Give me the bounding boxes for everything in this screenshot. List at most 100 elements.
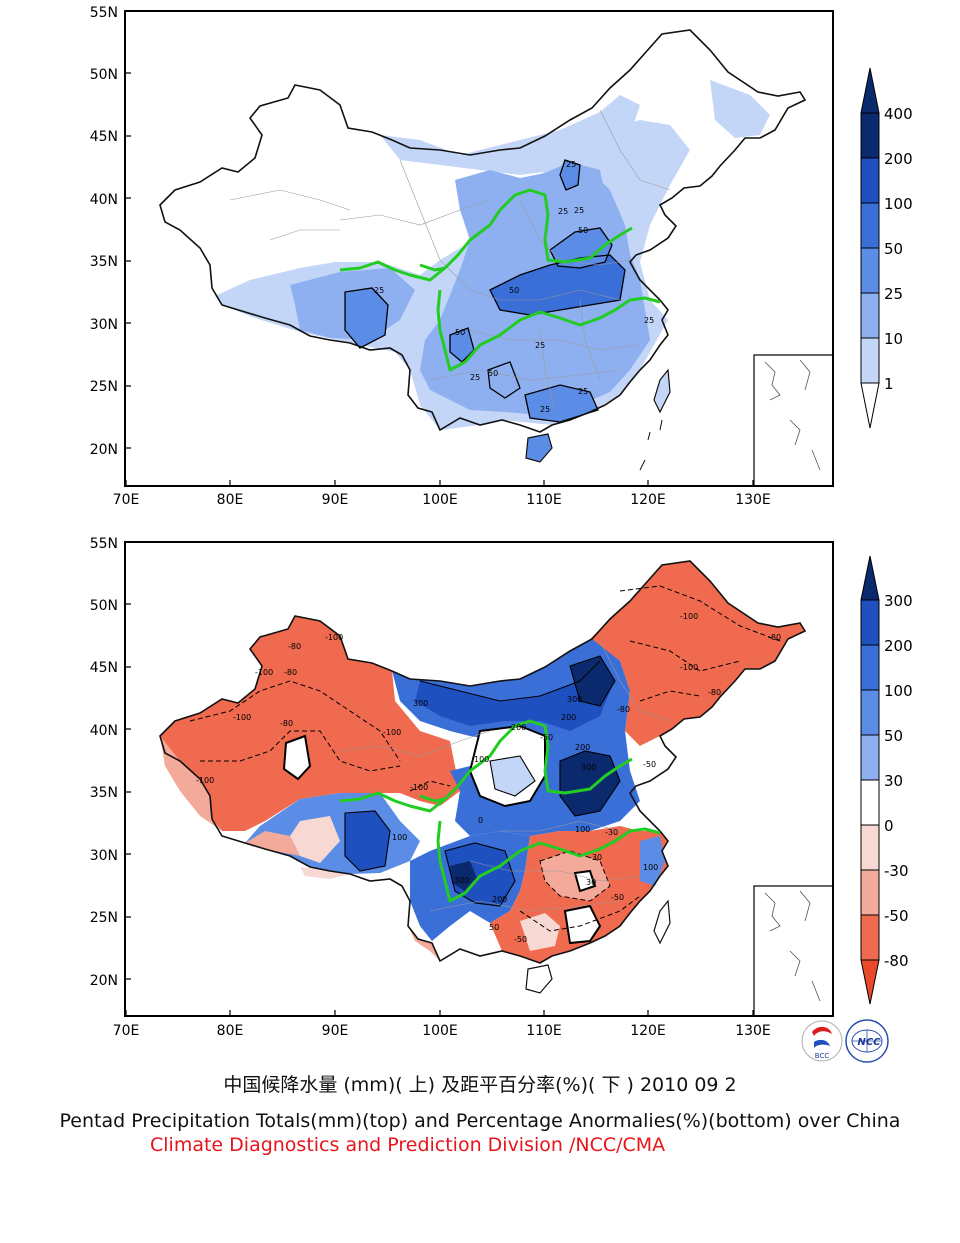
lat-label: 55N <box>90 536 118 552</box>
bottom-contour-label: -50 <box>643 760 656 769</box>
top-coast-islands <box>639 419 663 471</box>
lon-label: 70E <box>113 492 140 508</box>
bottom-contour-label: 200 <box>511 723 526 732</box>
bottom-rivers <box>339 719 661 903</box>
bottom-south-china-sea-inset <box>753 885 833 1016</box>
colorbar-label: 50 <box>884 240 903 258</box>
colorbar-label: 50 <box>884 727 903 745</box>
top-province-borders <box>229 109 671 411</box>
bottom-contour-label: 100 <box>392 833 407 842</box>
ncc-logo: NCC <box>845 1019 889 1063</box>
bottom-contour-label: -100 <box>196 776 214 785</box>
lon-label: 90E <box>322 492 349 508</box>
bottom-contour-label: -50 <box>514 935 527 944</box>
top-contour-label: 25 <box>644 316 654 325</box>
bottom-contour-label: -80 <box>708 688 721 697</box>
top-contour-label: 25 <box>574 206 584 215</box>
lon-label: 130E <box>735 492 771 508</box>
top-contour-label: 25 <box>558 207 568 216</box>
bottom-contour-label: -80 <box>280 719 293 728</box>
bottom-contour-label: 0 <box>478 816 483 825</box>
ncc-logo-text: NCC <box>857 1037 881 1048</box>
top-contour-labels: 25 25 50 50 25 50 25 25 50 25 25 25 25 <box>374 160 654 414</box>
bcc-logo: BCC <box>801 1020 843 1062</box>
bottom-contour-label: -80 <box>288 642 301 651</box>
top-contour-label: 50 <box>455 328 465 337</box>
colorbar-label: 0 <box>884 817 894 835</box>
bottom-dashed-contours <box>189 585 781 932</box>
lat-label: 25N <box>90 910 118 926</box>
colorbar-label: 200 <box>884 150 913 168</box>
top-lon-axis: 70E 80E 90E 100E 110E 120E 130E <box>113 492 771 508</box>
top-contour-label: 50 <box>509 286 519 295</box>
lat-label: 25N <box>90 379 118 395</box>
top-contour-label: 25 <box>374 286 384 295</box>
lon-label: 70E <box>113 1023 140 1039</box>
bottom-contour-label: -100 <box>680 612 698 621</box>
lat-label: 40N <box>90 723 118 739</box>
top-contours <box>344 159 626 423</box>
top-contour-label: 50 <box>578 226 588 235</box>
bottom-contour-label: 100 <box>643 863 658 872</box>
colorbar-label: 200 <box>884 637 913 655</box>
bottom-map: -100 -80 -100 -80 -100 -80 -100 -100 300… <box>90 536 834 1039</box>
lat-label: 20N <box>90 973 118 989</box>
bottom-contour-label: 300 <box>413 699 428 708</box>
bottom-contour-label: -30 <box>589 853 602 862</box>
bottom-contour-label: -50 <box>611 893 624 902</box>
bottom-contours <box>282 655 621 945</box>
top-contour-label: 25 <box>578 387 588 396</box>
bottom-contour-label: -100 <box>383 728 401 737</box>
bottom-lon-axis: 70E 80E 90E 100E 110E 120E 130E <box>113 1023 771 1039</box>
bottom-ticks <box>125 541 754 1016</box>
colorbar-label: 400 <box>884 105 913 123</box>
lat-label: 40N <box>90 192 118 208</box>
bottom-contour-label: -100 <box>680 663 698 672</box>
colorbar-label: 1 <box>884 375 894 393</box>
bottom-contour-labels: -100 -80 -100 -80 -100 -80 -100 -100 300… <box>196 612 781 944</box>
top-ticks <box>125 10 754 486</box>
bottom-contour-label: 30 <box>586 878 596 887</box>
top-south-china-sea-inset <box>753 354 833 486</box>
top-map-frame <box>124 10 834 487</box>
bottom-contour-label: 200 <box>561 713 576 722</box>
lat-label: 45N <box>90 129 118 145</box>
top-contour-label: 25 <box>566 160 576 169</box>
lon-label: 130E <box>735 1023 771 1039</box>
colorbar-label: 10 <box>884 330 903 348</box>
lon-label: 110E <box>526 1023 562 1039</box>
top-lat-axis: 55N 50N 45N 40N 35N 30N 25N 20N <box>90 5 118 458</box>
bottom-contour-label: 200 <box>492 895 507 904</box>
bottom-contour-label: -100 <box>233 713 251 722</box>
bottom-contour-label: 300 <box>581 763 596 772</box>
lon-label: 110E <box>526 492 562 508</box>
lat-label: 30N <box>90 317 118 333</box>
lat-label: 50N <box>90 598 118 614</box>
bottom-contour-label: 200 <box>575 743 590 752</box>
top-contour-label: 25 <box>535 341 545 350</box>
bottom-lat-axis: 55N 50N 45N 40N 35N 30N 25N 20N <box>90 536 118 989</box>
bcc-logo-text: BCC <box>815 1052 830 1060</box>
lat-label: 20N <box>90 442 118 458</box>
bottom-contour-label: -80 <box>617 705 630 714</box>
lon-label: 100E <box>422 492 458 508</box>
colorbar-label: 30 <box>884 772 903 790</box>
colorbar-label: 25 <box>884 285 903 303</box>
caption-chinese: 中国候降水量 (mm)( 上) 及距平百分率(%)( 下 ) 2010 09 2 <box>223 1074 737 1096</box>
bottom-contour-label: -80 <box>284 668 297 677</box>
colorbar-label: -30 <box>884 862 909 880</box>
top-contour-label: 25 <box>540 405 550 414</box>
lon-label: 120E <box>630 1023 666 1039</box>
caption-english: Pentad Precipitation Totals(mm)(top) and… <box>59 1110 901 1132</box>
top-contour-label: 25 <box>470 373 480 382</box>
caption-credit: Climate Diagnostics and Prediction Divis… <box>150 1134 666 1156</box>
lon-label: 80E <box>217 492 244 508</box>
lat-label: 30N <box>90 848 118 864</box>
bottom-contour-label: 100 <box>575 825 590 834</box>
bottom-contour-label: 300 <box>567 695 582 704</box>
top-precip-fill <box>215 80 770 430</box>
lon-label: 80E <box>217 1023 244 1039</box>
lon-label: 120E <box>630 492 666 508</box>
bottom-contour-label: 300 <box>454 876 469 885</box>
